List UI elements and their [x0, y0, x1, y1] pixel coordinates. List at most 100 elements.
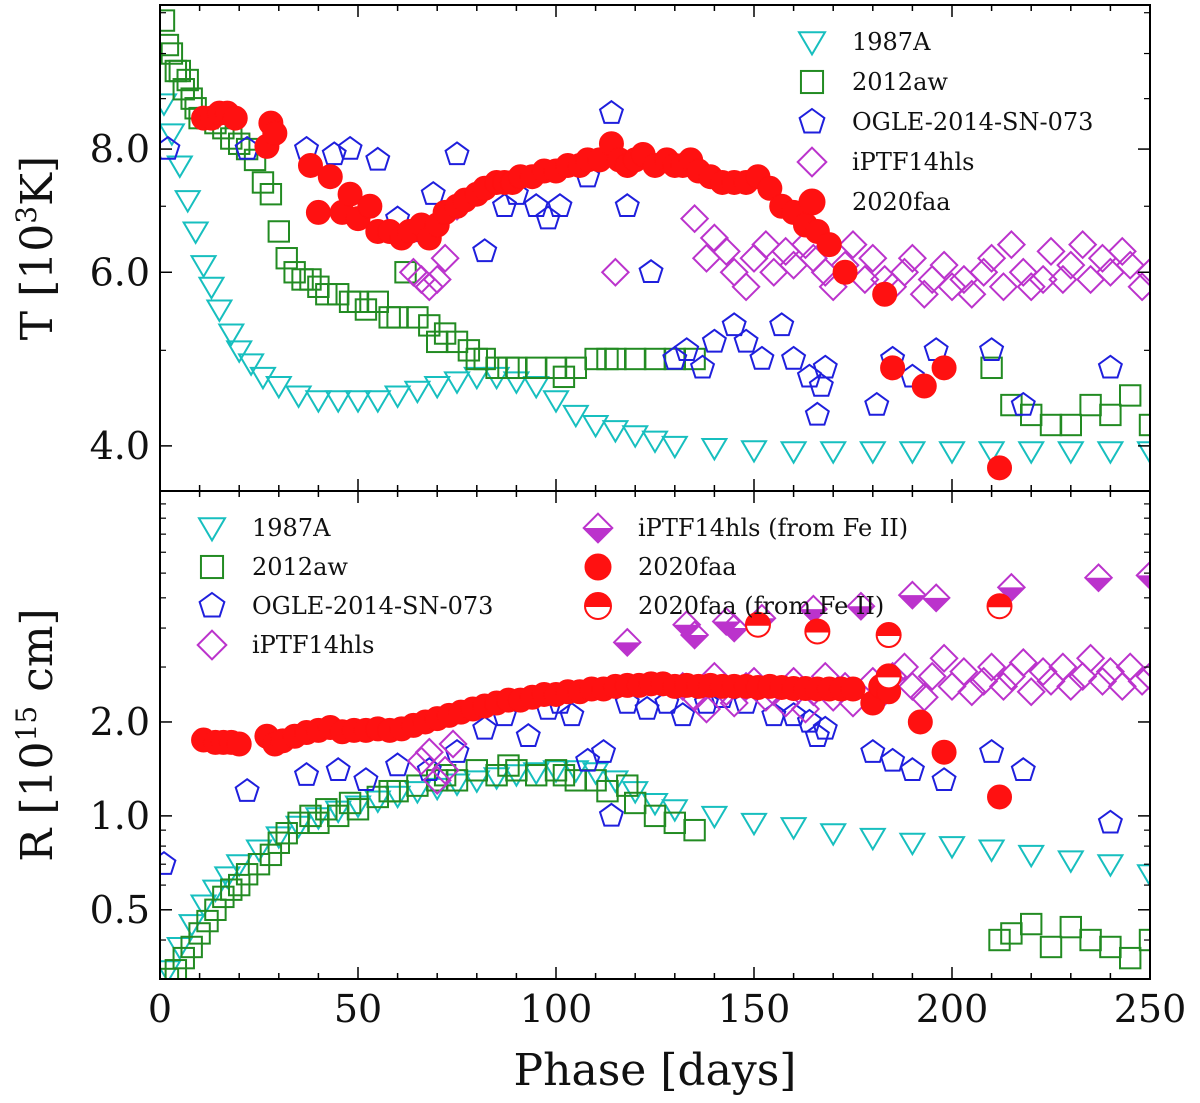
data-point — [315, 798, 338, 821]
data-point — [222, 105, 248, 131]
data-point — [283, 261, 306, 284]
data-point — [683, 818, 706, 842]
data-point — [422, 264, 452, 295]
data-point — [245, 839, 273, 863]
data-point — [796, 363, 823, 388]
data-point — [1016, 677, 1046, 707]
data-point — [1127, 272, 1150, 302]
series-temperature-2020faa — [191, 100, 1013, 481]
data-point — [299, 268, 322, 291]
series-radius-2020faa-from-fe-ii- — [744, 593, 1013, 690]
legend-marker — [799, 69, 825, 95]
legend-item: 2020faa — [798, 188, 951, 216]
data-point — [980, 356, 1003, 380]
data-point — [1096, 854, 1125, 878]
data-point — [522, 762, 550, 786]
data-point — [929, 643, 959, 673]
data-point — [931, 767, 957, 792]
data-point — [949, 657, 979, 687]
data-point — [581, 414, 610, 439]
data-point — [344, 390, 372, 414]
data-point — [988, 928, 1011, 952]
legend-marker — [199, 554, 225, 580]
data-point — [598, 99, 625, 124]
data-point — [1087, 666, 1118, 696]
data-point — [430, 243, 460, 273]
data-point — [234, 777, 260, 802]
data-point — [889, 257, 920, 287]
data-point — [859, 827, 887, 852]
data-point — [979, 738, 1005, 763]
data-point — [1097, 809, 1123, 834]
data-point — [160, 960, 182, 979]
data-point — [562, 404, 590, 429]
data-point — [938, 836, 966, 860]
data-point — [321, 141, 347, 166]
data-point — [621, 425, 649, 449]
data-point — [444, 738, 470, 763]
data-point — [445, 330, 469, 354]
data-point — [189, 894, 218, 918]
data-point — [457, 339, 481, 362]
data-point — [1119, 946, 1142, 970]
data-point — [1017, 441, 1045, 465]
data-point — [1056, 671, 1086, 702]
legend-marker — [584, 553, 612, 581]
legend-item: OGLE-2014-SN-073 — [798, 107, 1093, 136]
data-point — [293, 761, 320, 786]
data-point — [346, 798, 370, 821]
data-point — [262, 120, 288, 146]
data-point — [721, 312, 747, 337]
data-point — [383, 785, 412, 810]
data-point — [897, 580, 928, 610]
data-point — [337, 181, 363, 207]
data-point — [864, 391, 890, 416]
data-point — [781, 702, 807, 727]
data-point — [969, 666, 999, 696]
data-point — [860, 738, 886, 763]
data-point — [1135, 661, 1150, 691]
legend-label: 2020faa (from Fe II) — [638, 592, 884, 620]
data-point — [472, 715, 498, 740]
data-point — [819, 823, 847, 847]
data-point — [259, 182, 283, 206]
data-point — [598, 802, 625, 827]
data-point — [213, 866, 242, 890]
y-tick-label: 8.0 — [90, 127, 150, 171]
data-point — [1028, 264, 1058, 295]
data-point — [166, 155, 194, 179]
data-point — [907, 709, 933, 735]
series-radius-2020faa — [191, 671, 1013, 810]
data-point — [414, 737, 444, 767]
data-point — [1010, 757, 1036, 782]
data-point — [691, 694, 722, 724]
data-point — [420, 180, 446, 205]
data-point — [1017, 844, 1045, 869]
legend-label: 2020faa — [638, 553, 737, 581]
data-point — [679, 620, 710, 650]
x-tick-label: 0 — [148, 987, 172, 1031]
x-axis-label: Phase [days] — [514, 1045, 797, 1096]
data-point — [275, 247, 298, 270]
data-point — [552, 365, 576, 389]
data-point — [909, 279, 939, 309]
legend-item: iPTF14hls (from Fe II) — [582, 512, 908, 544]
data-point — [1107, 671, 1137, 702]
data-point — [217, 323, 246, 347]
data-point — [624, 791, 647, 815]
data-point — [1057, 441, 1085, 465]
legend-item: 2012aw — [799, 68, 948, 96]
data-point — [403, 380, 432, 405]
data-point — [921, 583, 951, 613]
data-point — [1056, 250, 1086, 280]
data-point — [1138, 413, 1150, 437]
data-point — [430, 755, 460, 785]
data-point — [173, 190, 202, 214]
data-point — [237, 353, 265, 377]
data-point — [265, 826, 293, 850]
legend-marker — [196, 629, 228, 661]
data-point — [733, 328, 759, 353]
legend-label: OGLE-2014-SN-073 — [252, 592, 493, 620]
data-point — [433, 322, 457, 345]
